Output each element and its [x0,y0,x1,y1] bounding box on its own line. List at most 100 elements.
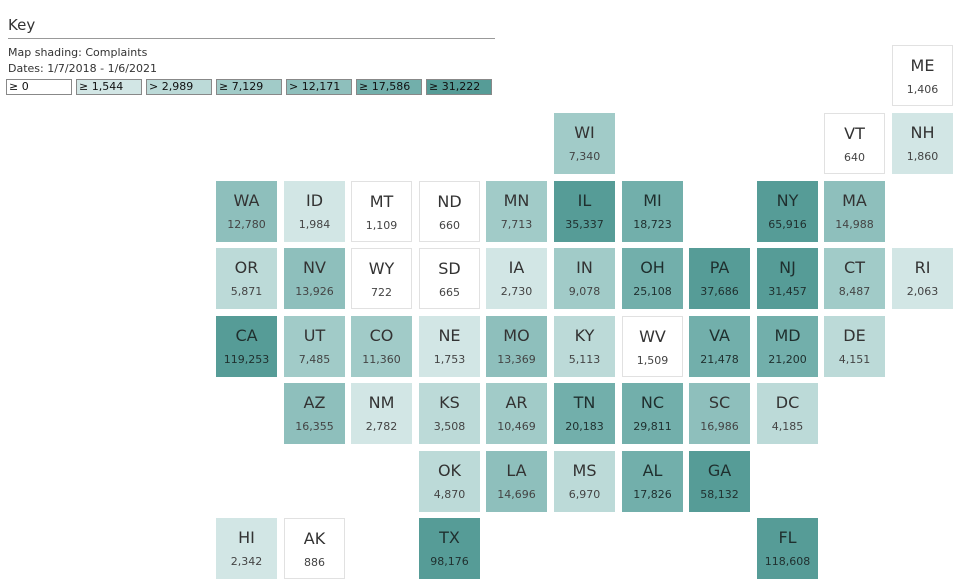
state-tile-va[interactable]: VA 21,478 [689,316,750,377]
state-tile-co[interactable]: CO 11,360 [351,316,412,377]
state-tile-dc[interactable]: DC 4,185 [757,383,818,444]
state-tile-wi[interactable]: WI 7,340 [554,113,615,174]
state-tile-mn[interactable]: MN 7,713 [486,181,547,242]
state-tile-wa[interactable]: WA 12,780 [216,181,277,242]
state-tile-il[interactable]: IL 35,337 [554,181,615,242]
state-abbr: MD [774,326,801,345]
state-complaint-count: 35,337 [565,218,604,231]
state-tile-tx[interactable]: TX 98,176 [419,518,480,579]
state-complaint-count: 37,686 [700,285,739,298]
state-abbr: WI [574,123,595,142]
state-tile-tn[interactable]: TN 20,183 [554,383,615,444]
state-tile-id[interactable]: ID 1,984 [284,181,345,242]
state-tile-ak[interactable]: AK 886 [284,518,345,579]
state-tile-ok[interactable]: OK 4,870 [419,451,480,512]
state-abbr: ND [437,192,462,211]
state-tile-mo[interactable]: MO 13,369 [486,316,547,377]
state-tile-ca[interactable]: CA 119,253 [216,316,277,377]
state-tile-ri[interactable]: RI 2,063 [892,248,953,309]
state-tile-ks[interactable]: KS 3,508 [419,383,480,444]
state-abbr: FL [778,528,797,547]
state-tile-ia[interactable]: IA 2,730 [486,248,547,309]
state-tile-hi[interactable]: HI 2,342 [216,518,277,579]
state-tile-md[interactable]: MD 21,200 [757,316,818,377]
legend-item: > 2,989 [146,79,212,95]
state-tile-mi[interactable]: MI 18,723 [622,181,683,242]
state-complaint-count: 16,986 [700,420,739,433]
state-tile-or[interactable]: OR 5,871 [216,248,277,309]
state-abbr: TX [439,528,460,547]
state-tile-me[interactable]: ME 1,406 [892,45,953,106]
state-tile-sc[interactable]: SC 16,986 [689,383,750,444]
state-tile-nv[interactable]: NV 13,926 [284,248,345,309]
state-tile-nj[interactable]: NJ 31,457 [757,248,818,309]
legend-item: ≥ 1,544 [76,79,142,95]
state-tile-nh[interactable]: NH 1,860 [892,113,953,174]
state-tile-ma[interactable]: MA 14,988 [824,181,885,242]
state-complaint-count: 5,113 [568,353,601,366]
state-abbr: MA [842,191,867,210]
state-abbr: MS [572,461,597,480]
state-complaint-count: 8,487 [838,285,871,298]
state-tile-wv[interactable]: WV 1,509 [622,316,683,377]
state-complaint-count: 14,988 [835,218,874,231]
state-complaint-count: 722 [371,286,392,299]
state-tile-wy[interactable]: WY 722 [351,248,412,309]
state-tile-ga[interactable]: GA 58,132 [689,451,750,512]
state-tile-nc[interactable]: NC 29,811 [622,383,683,444]
state-abbr: NJ [779,258,796,277]
state-complaint-count: 1,509 [636,354,669,367]
state-tile-ms[interactable]: MS 6,970 [554,451,615,512]
state-complaint-count: 17,826 [633,488,672,501]
state-abbr: VT [844,124,865,143]
state-abbr: WV [639,327,666,346]
state-tile-la[interactable]: LA 14,696 [486,451,547,512]
state-complaint-count: 7,485 [298,353,331,366]
state-complaint-count: 98,176 [430,555,469,568]
state-tile-ny[interactable]: NY 65,916 [757,181,818,242]
state-tile-ct[interactable]: CT 8,487 [824,248,885,309]
state-abbr: MN [503,191,530,210]
state-abbr: TN [573,393,596,412]
state-tile-oh[interactable]: OH 25,108 [622,248,683,309]
state-tile-in[interactable]: IN 9,078 [554,248,615,309]
state-complaint-count: 6,970 [568,488,601,501]
state-complaint-count: 4,185 [771,420,804,433]
state-tile-nm[interactable]: NM 2,782 [351,383,412,444]
state-tile-de[interactable]: DE 4,151 [824,316,885,377]
state-complaint-count: 9,078 [568,285,601,298]
state-tile-pa[interactable]: PA 37,686 [689,248,750,309]
state-tile-ne[interactable]: NE 1,753 [419,316,480,377]
state-complaint-count: 2,063 [906,285,939,298]
state-complaint-count: 2,342 [230,555,263,568]
state-abbr: DE [843,326,866,345]
state-complaint-count: 886 [304,556,325,569]
state-complaint-count: 660 [439,219,460,232]
state-abbr: RI [914,258,931,277]
state-abbr: AL [642,461,663,480]
state-tile-sd[interactable]: SD 665 [419,248,480,309]
state-abbr: SC [708,393,731,412]
state-tile-nd[interactable]: ND 660 [419,181,480,242]
state-tile-az[interactable]: AZ 16,355 [284,383,345,444]
state-complaint-count: 13,926 [295,285,334,298]
state-abbr: NH [910,123,935,142]
state-tile-ar[interactable]: AR 10,469 [486,383,547,444]
state-tile-fl[interactable]: FL 118,608 [757,518,818,579]
state-complaint-count: 14,696 [497,488,536,501]
state-complaint-count: 7,340 [568,150,601,163]
state-complaint-count: 665 [439,286,460,299]
state-abbr: UT [303,326,326,345]
state-abbr: PA [709,258,730,277]
state-tile-ut[interactable]: UT 7,485 [284,316,345,377]
state-abbr: NV [303,258,326,277]
state-tile-mt[interactable]: MT 1,109 [351,181,412,242]
state-tile-ky[interactable]: KY 5,113 [554,316,615,377]
state-complaint-count: 29,811 [633,420,672,433]
state-complaint-count: 640 [844,151,865,164]
state-tile-vt[interactable]: VT 640 [824,113,885,174]
state-complaint-count: 1,109 [365,219,398,232]
state-tile-al[interactable]: AL 17,826 [622,451,683,512]
state-abbr: OK [437,461,462,480]
legend-item: ≥ 7,129 [216,79,282,95]
